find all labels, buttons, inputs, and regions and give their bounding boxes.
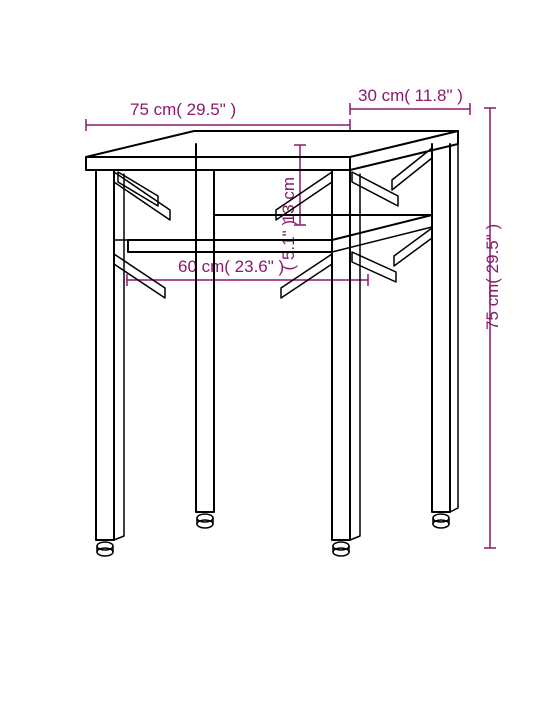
label-width: 75 cm( 29.5" )	[130, 100, 236, 119]
label-shelf-width: 60 cm( 23.6" )	[178, 257, 284, 276]
label-depth: 30 cm( 11.8" )	[358, 86, 463, 105]
table-outline	[86, 131, 458, 556]
diagram-container: { "type": "technical-drawing", "subject"…	[0, 0, 540, 720]
technical-drawing: 75 cm( 29.5" ) 30 cm( 11.8" ) 13 cm ( 5.…	[0, 0, 540, 720]
dimension-labels: 75 cm( 29.5" ) 30 cm( 11.8" ) 13 cm ( 5.…	[130, 86, 502, 330]
label-height: 75 cm( 29.5" )	[483, 224, 502, 330]
